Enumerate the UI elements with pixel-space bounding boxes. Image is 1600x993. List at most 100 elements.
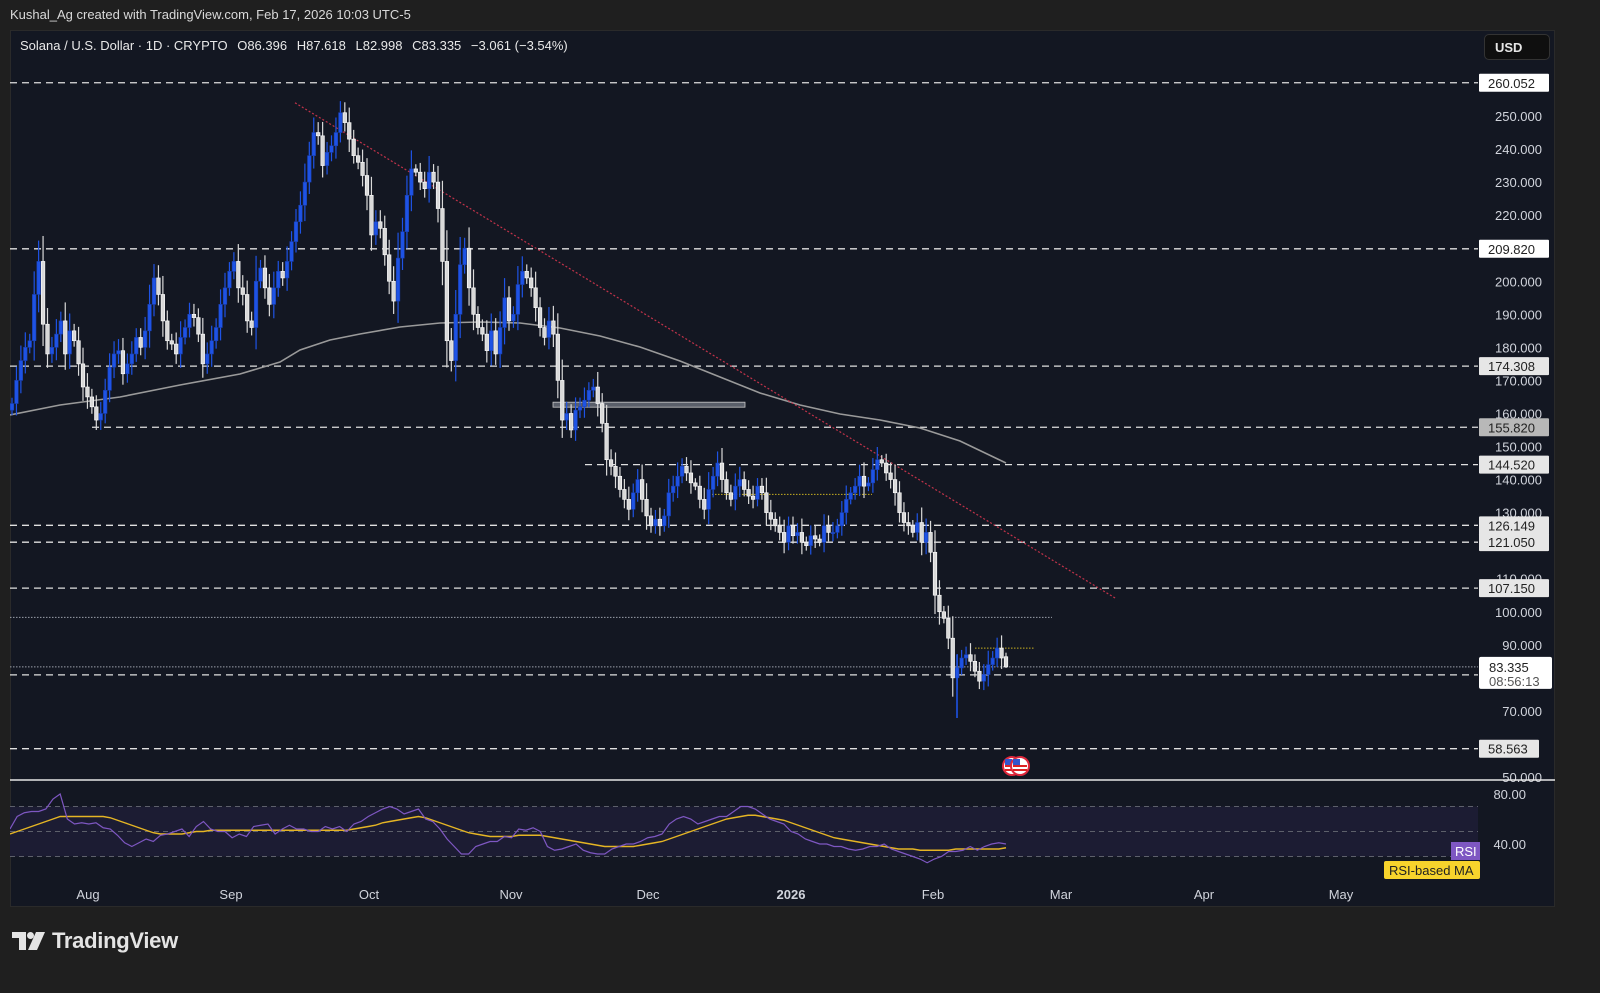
- down-candle: [884, 462, 889, 474]
- down-candle: [160, 294, 165, 322]
- down-candle: [750, 495, 756, 500]
- up-candle: [666, 492, 671, 517]
- price-level-badge[interactable]: [1479, 357, 1549, 376]
- down-candle: [533, 287, 538, 308]
- up-candle: [848, 492, 853, 500]
- up-candle: [875, 459, 880, 470]
- up-candle: [866, 482, 871, 487]
- price-level-badge[interactable]: [1479, 239, 1549, 258]
- down-candle: [595, 386, 600, 404]
- down-candle: [484, 333, 489, 351]
- down-candle: [640, 479, 645, 500]
- up-candle: [289, 241, 294, 262]
- down-candle: [919, 522, 924, 543]
- price-level-badge[interactable]: [1479, 739, 1539, 758]
- down-candle: [267, 287, 272, 305]
- price-level-label: 144.520: [1488, 458, 1535, 473]
- down-candle: [382, 228, 387, 256]
- rsi-ma-line[interactable]: [10, 814, 1007, 851]
- up-candle: [222, 287, 228, 305]
- down-candle: [569, 413, 574, 431]
- up-candle: [737, 479, 742, 487]
- us-event-flag-icon[interactable]: [1010, 756, 1030, 776]
- up-candle: [302, 181, 307, 206]
- price-tick: 100.000: [1495, 605, 1542, 620]
- price-level-badge[interactable]: [1479, 418, 1549, 437]
- tradingview-logo[interactable]: TradingView: [12, 928, 178, 954]
- down-candle: [768, 512, 773, 520]
- change-value: −3.061 (−3.54%): [470, 38, 568, 53]
- up-candle: [582, 399, 587, 408]
- currency-button[interactable]: USD: [1484, 34, 1550, 60]
- up-candle: [205, 353, 210, 365]
- down-candle: [901, 512, 907, 523]
- up-candle: [706, 489, 711, 510]
- down-candle: [262, 267, 268, 289]
- rsi-line[interactable]: [10, 793, 1007, 864]
- up-candle: [786, 525, 791, 543]
- down-candle: [551, 320, 556, 335]
- price-level-badge[interactable]: [1479, 73, 1549, 92]
- rsi-tick: 80.00: [1493, 787, 1526, 802]
- down-candle: [360, 161, 365, 176]
- up-candle: [134, 337, 139, 355]
- price-level-badge[interactable]: [1479, 455, 1549, 474]
- price-level-badge[interactable]: [1479, 579, 1549, 598]
- up-candle: [853, 485, 858, 494]
- up-candle: [995, 647, 1000, 659]
- up-candle: [333, 132, 339, 147]
- price-tick: 160.000: [1495, 406, 1542, 421]
- price-level-badge[interactable]: [1479, 533, 1549, 552]
- up-candle: [298, 204, 303, 223]
- up-candle: [311, 132, 316, 156]
- price-tick: 70.000: [1502, 704, 1542, 719]
- time-tick: Mar: [1050, 887, 1073, 902]
- close-value: C83.335: [412, 38, 462, 53]
- down-candle: [316, 132, 321, 137]
- down-candle: [63, 320, 68, 355]
- down-candle: [790, 525, 796, 537]
- up-candle: [276, 271, 281, 289]
- price-level-badge[interactable]: [1479, 516, 1549, 535]
- time-tick: Oct: [359, 887, 380, 902]
- moving-average-line[interactable]: [10, 321, 1007, 464]
- price-tick: 200.000: [1495, 274, 1542, 289]
- down-candle: [378, 221, 383, 229]
- down-candle: [600, 403, 605, 424]
- price-tick: 90.000: [1502, 638, 1542, 653]
- down-candle: [937, 594, 942, 613]
- down-candle: [608, 459, 614, 467]
- up-candle: [755, 485, 760, 500]
- candlestick-chart[interactable]: 250.000 240.000 230.000 220.000 200.000 190.0…: [10, 30, 1555, 907]
- up-candle: [458, 264, 463, 315]
- down-candle: [897, 492, 902, 513]
- up-candle: [679, 466, 685, 477]
- up-candle: [711, 475, 716, 490]
- up-candle: [715, 462, 720, 477]
- up-candle: [986, 664, 991, 675]
- down-candle: [72, 330, 77, 342]
- up-candle: [116, 350, 121, 355]
- price-tick: 150.000: [1495, 440, 1542, 455]
- downtrend-line[interactable]: [294, 102, 1117, 600]
- down-candle: [759, 485, 765, 494]
- price-tick: 250.000: [1495, 109, 1542, 124]
- down-candle: [351, 138, 356, 156]
- up-candle: [546, 320, 552, 338]
- zone-rectangle[interactable]: [552, 401, 746, 408]
- tradingview-logo-icon: [12, 932, 45, 950]
- up-candle: [733, 485, 738, 500]
- down-candle: [418, 171, 423, 183]
- down-candle: [928, 532, 933, 553]
- up-candle: [453, 313, 458, 361]
- up-candle: [36, 261, 41, 295]
- price-tick: 190.000: [1495, 307, 1542, 322]
- symbol-name[interactable]: Solana / U.S. Dollar · 1D · CRYPTO: [20, 38, 228, 53]
- down-candle: [932, 551, 938, 596]
- up-candle: [990, 657, 995, 665]
- down-candle: [728, 492, 733, 500]
- up-candle: [515, 284, 520, 315]
- time-tick: Dec: [636, 887, 660, 902]
- chart-pane[interactable]: [10, 30, 1555, 907]
- up-candle: [324, 152, 330, 166]
